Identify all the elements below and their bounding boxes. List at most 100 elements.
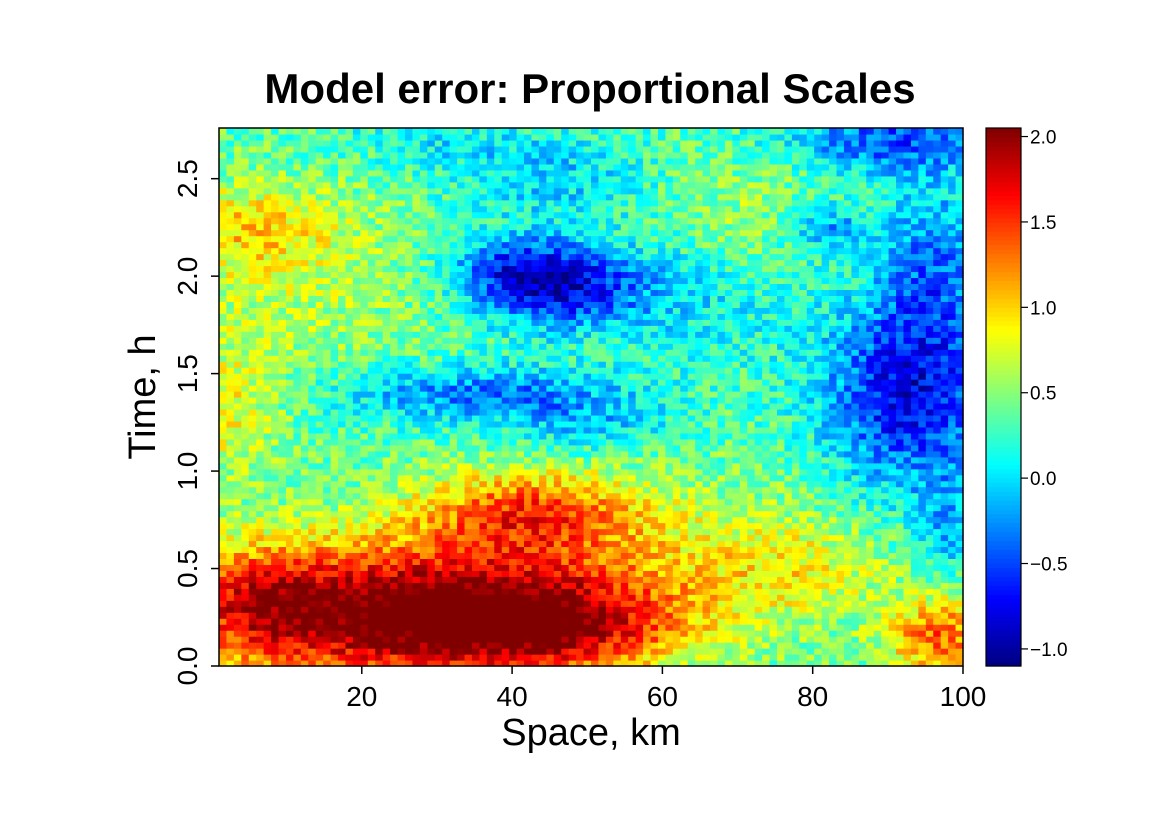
heatmap-cell <box>650 618 659 625</box>
heatmap-cell <box>836 462 845 470</box>
heatmap-cell <box>285 379 294 386</box>
heatmap-cell <box>219 432 228 440</box>
heatmap-cell <box>866 516 875 524</box>
heatmap-cell <box>397 474 406 482</box>
heatmap-cell <box>933 636 942 643</box>
heatmap-cell <box>546 444 555 452</box>
heatmap-cell <box>427 397 436 404</box>
heatmap-cell <box>791 498 800 506</box>
heatmap-cell <box>754 438 763 446</box>
heatmap-cell <box>866 618 875 625</box>
heatmap-cell <box>933 558 942 565</box>
heatmap-cell <box>948 486 957 494</box>
heatmap-cell <box>613 624 622 631</box>
heatmap-cell <box>910 552 919 559</box>
heatmap-cell <box>300 498 309 506</box>
heatmap-cell <box>405 624 414 631</box>
heatmap-cell <box>620 624 629 631</box>
heatmap-cell <box>724 397 733 404</box>
heatmap-cell <box>405 516 414 524</box>
heatmap-cell <box>323 642 332 649</box>
heatmap-cell <box>494 486 503 494</box>
heatmap-cell <box>702 588 711 595</box>
heatmap-cell <box>613 648 622 655</box>
heatmap-cell <box>248 648 257 655</box>
heatmap-cell <box>680 414 689 422</box>
heatmap-cell <box>300 546 309 554</box>
heatmap-cell <box>933 510 942 518</box>
heatmap-cell <box>486 642 495 649</box>
heatmap-cell <box>553 594 562 601</box>
heatmap-cell <box>278 414 287 422</box>
heatmap-cell <box>903 540 912 548</box>
heatmap-cell <box>791 660 800 667</box>
heatmap-cell <box>352 600 361 607</box>
heatmap-cell <box>881 594 890 601</box>
heatmap-cell <box>903 397 912 404</box>
heatmap-cell <box>791 474 800 482</box>
heatmap-cell <box>300 462 309 470</box>
heatmap-cell <box>591 504 600 512</box>
heatmap-cell <box>352 414 361 422</box>
heatmap-cell <box>360 456 369 464</box>
heatmap-cell <box>918 450 927 458</box>
heatmap-cell <box>866 600 875 607</box>
heatmap-cell <box>605 462 614 470</box>
heatmap-cell <box>568 594 577 601</box>
heatmap-cell <box>434 414 443 422</box>
heatmap-cell <box>620 432 629 440</box>
heatmap-cell <box>568 588 577 595</box>
heatmap-cell <box>576 612 585 619</box>
heatmap-cell <box>643 618 652 625</box>
heatmap-cell <box>405 618 414 625</box>
heatmap-cell <box>248 612 257 619</box>
heatmap-cell <box>851 636 860 643</box>
heatmap-cell <box>226 576 235 583</box>
heatmap-cell <box>397 588 406 595</box>
heatmap-cell <box>323 576 332 583</box>
heatmap-cell <box>546 462 555 470</box>
heatmap-cell <box>814 654 823 661</box>
heatmap-cell <box>256 379 265 386</box>
heatmap-cell <box>635 654 644 661</box>
heatmap-cell <box>635 660 644 667</box>
heatmap-cell <box>665 588 674 595</box>
heatmap-cell <box>524 558 533 565</box>
heatmap-cell <box>791 612 800 619</box>
heatmap-cell <box>896 546 905 554</box>
heatmap-cell <box>866 379 875 386</box>
heatmap-cell <box>285 397 294 404</box>
heatmap-cell <box>263 606 272 613</box>
heatmap-cell <box>419 426 428 434</box>
heatmap-cell <box>546 546 555 554</box>
heatmap-cell <box>219 558 228 565</box>
heatmap-cell <box>747 576 756 583</box>
heatmap-cell <box>501 660 510 667</box>
heatmap-cell <box>635 576 644 583</box>
heatmap-cell <box>754 588 763 595</box>
heatmap-cell <box>397 522 406 530</box>
heatmap-cell <box>471 654 480 661</box>
heatmap-cell <box>449 504 458 512</box>
heatmap-cell <box>501 606 510 613</box>
heatmap-cell <box>791 426 800 434</box>
heatmap-cell <box>271 492 280 500</box>
heatmap-cell <box>873 522 882 530</box>
heatmap-cell <box>509 660 518 667</box>
heatmap-cell <box>382 552 391 559</box>
heatmap-cell <box>628 516 637 524</box>
heatmap-cell <box>769 444 778 452</box>
heatmap-cell <box>695 379 704 386</box>
heatmap-cell <box>843 516 852 524</box>
heatmap-cell <box>910 492 919 500</box>
heatmap-cell <box>576 582 585 589</box>
heatmap-cell <box>471 373 480 380</box>
heatmap-cell <box>635 414 644 422</box>
heatmap-cell <box>925 402 934 410</box>
heatmap-cell <box>479 564 488 571</box>
heatmap-cell <box>516 516 525 524</box>
heatmap-cell <box>501 630 510 637</box>
heatmap-cell <box>405 450 414 458</box>
heatmap-cell <box>405 432 414 440</box>
heatmap-cell <box>806 594 815 601</box>
